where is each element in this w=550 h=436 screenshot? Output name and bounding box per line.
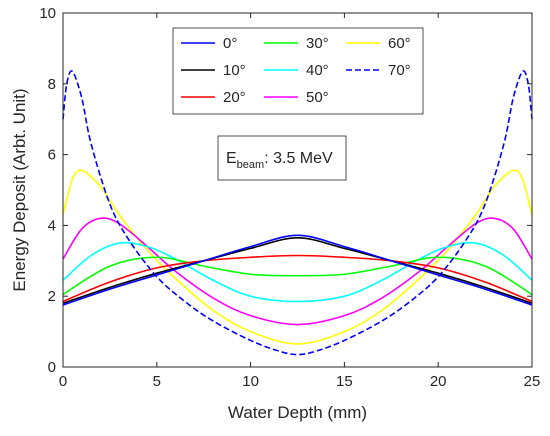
series-line-4 — [62, 241, 533, 303]
legend-label: 50° — [306, 89, 329, 106]
y-tick-label: 2 — [48, 288, 56, 305]
y-tick-label: 8 — [48, 76, 56, 93]
series-line-0 — [62, 234, 533, 306]
legend-items: 0° 10° 20° 30° 40° 50° 60° 70° — [181, 35, 411, 106]
annotation-subscript: beam — [237, 159, 265, 171]
series-line-2 — [62, 254, 533, 303]
series-lines — [62, 70, 533, 356]
x-tick-label: 20 — [430, 373, 447, 390]
x-tick-label: 5 — [153, 373, 161, 390]
annotation-value: : 3.5 MeV — [264, 150, 333, 167]
series-line-6 — [62, 169, 533, 345]
legend-label: 40° — [306, 62, 329, 79]
x-tick-label: 15 — [336, 373, 353, 390]
plot-frame — [62, 12, 533, 368]
series-line-5 — [62, 217, 533, 326]
series-line-7 — [62, 70, 533, 356]
annotation-symbol: E — [226, 150, 237, 167]
x-axis-label: Water Depth (mm) — [228, 403, 367, 422]
legend-label: 0° — [223, 35, 237, 52]
legend-label: 30° — [306, 35, 329, 52]
series-line-3 — [62, 256, 533, 296]
y-axis-label: Energy Deposit (Arbt. Unit) — [10, 88, 29, 291]
legend-label: 60° — [388, 35, 411, 52]
series-line-1 — [62, 236, 533, 305]
x-tick-label: 0 — [59, 373, 67, 390]
legend: 0° 10° 20° 30° 40° 50° 60° 70° — [172, 27, 424, 115]
legend-label: 10° — [223, 62, 246, 79]
annotation-box — [217, 135, 347, 181]
legend-label: 70° — [388, 62, 411, 79]
y-tick-label: 4 — [48, 217, 56, 234]
x-tick-label: 10 — [242, 373, 259, 390]
x-tick-label: 25 — [524, 373, 541, 390]
y-tick-label: 10 — [39, 5, 56, 22]
legend-box — [172, 27, 424, 115]
annotation-text: Ebeam: 3.5 MeV — [226, 150, 333, 171]
y-tick-label: 0 — [48, 359, 56, 376]
legend-label: 20° — [223, 89, 246, 106]
axis-ticks: 0 5 10 15 20 25 0 2 4 6 8 10 — [39, 5, 540, 390]
y-tick-label: 6 — [48, 147, 56, 164]
beam-energy-annotation: Ebeam: 3.5 MeV — [217, 135, 347, 181]
